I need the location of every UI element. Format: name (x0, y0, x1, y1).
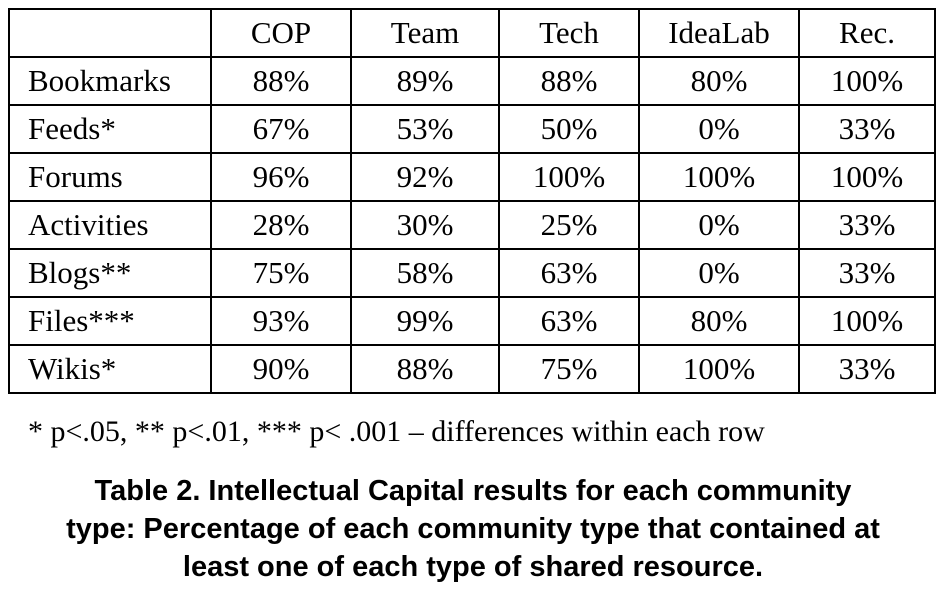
table-cell: 58% (350, 248, 500, 298)
column-header-team: Team (350, 8, 500, 58)
table-cell: 33% (798, 104, 936, 154)
table-cell: 100% (798, 152, 936, 202)
table-cell: 63% (498, 296, 640, 346)
row-label: Activities (8, 200, 212, 250)
table-cell: 100% (798, 56, 936, 106)
table-cell: 90% (210, 344, 352, 394)
caption-line: type: Percentage of each community type … (66, 513, 880, 545)
caption-line: Table 2. Intellectual Capital results fo… (94, 475, 852, 507)
table-cell: 88% (350, 344, 500, 394)
table-cell: 0% (638, 104, 800, 154)
table-cell: 92% (350, 152, 500, 202)
table-cell: 88% (210, 56, 352, 106)
table-cell: 80% (638, 296, 800, 346)
table-cell: 88% (498, 56, 640, 106)
table-cell: 93% (210, 296, 352, 346)
table-cell: 30% (350, 200, 500, 250)
corner-cell (8, 8, 212, 58)
column-header-tech: Tech (498, 8, 640, 58)
table-cell: 99% (350, 296, 500, 346)
row-label: Bookmarks (8, 56, 212, 106)
table-cell: 0% (638, 248, 800, 298)
table-cell: 80% (638, 56, 800, 106)
results-table: COP Team Tech IdeaLab Rec. Bookmarks 88%… (8, 8, 936, 394)
table-cell: 28% (210, 200, 352, 250)
table-row: Bookmarks 88% 89% 88% 80% 100% (8, 56, 936, 106)
table-cell: 0% (638, 200, 800, 250)
table-cell: 63% (498, 248, 640, 298)
table-cell: 100% (638, 344, 800, 394)
table-row: Forums 96% 92% 100% 100% 100% (8, 152, 936, 202)
table-row: Activities 28% 30% 25% 0% 33% (8, 200, 936, 250)
row-label: Forums (8, 152, 212, 202)
table-cell: 33% (798, 248, 936, 298)
table-cell: 89% (350, 56, 500, 106)
column-header-rec: Rec. (798, 8, 936, 58)
row-label: Feeds* (8, 104, 212, 154)
table-cell: 96% (210, 152, 352, 202)
table-row: Blogs** 75% 58% 63% 0% 33% (8, 248, 936, 298)
table-row: Feeds* 67% 53% 50% 0% 33% (8, 104, 936, 154)
row-label: Wikis* (8, 344, 212, 394)
table-caption: Table 2. Intellectual Capital results fo… (20, 472, 926, 586)
table-footnote: * p<.05, ** p<.01, *** p< .001 – differe… (28, 415, 765, 448)
header-row: COP Team Tech IdeaLab Rec. (8, 8, 936, 58)
table-cell: 100% (638, 152, 800, 202)
table-cell: 75% (210, 248, 352, 298)
table-cell: 25% (498, 200, 640, 250)
table-row: Files*** 93% 99% 63% 80% 100% (8, 296, 936, 346)
column-header-idealab: IdeaLab (638, 8, 800, 58)
column-header-cop: COP (210, 8, 352, 58)
table-cell: 33% (798, 344, 936, 394)
table-row: Wikis* 90% 88% 75% 100% 33% (8, 344, 936, 394)
table-cell: 53% (350, 104, 500, 154)
caption-line: least one of each type of shared resourc… (182, 551, 764, 583)
row-label: Blogs** (8, 248, 212, 298)
table-cell: 67% (210, 104, 352, 154)
table-cell: 100% (498, 152, 640, 202)
table-cell: 100% (798, 296, 936, 346)
row-label: Files*** (8, 296, 212, 346)
table-cell: 50% (498, 104, 640, 154)
table-cell: 75% (498, 344, 640, 394)
table-cell: 33% (798, 200, 936, 250)
